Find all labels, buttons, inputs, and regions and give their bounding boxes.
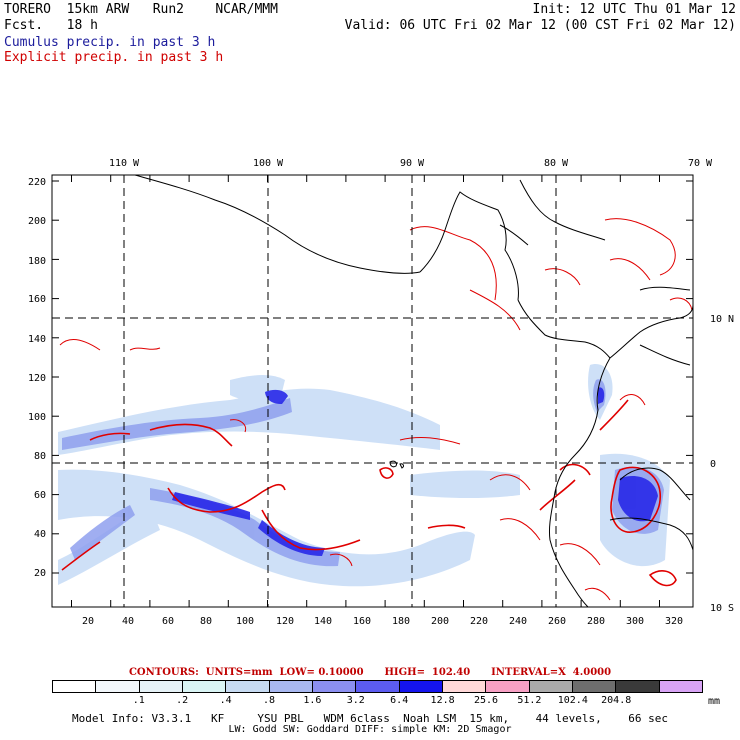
legend-label: 102.4: [557, 695, 588, 706]
legend-swatch: [226, 681, 270, 692]
legend-swatch: [486, 681, 530, 692]
legend-swatch: [53, 681, 97, 692]
cumulus-precip-label: Cumulus precip. in past 3 h: [4, 35, 216, 50]
legend-swatch: [356, 681, 400, 692]
legend-label: 3.2: [346, 695, 365, 706]
legend-label: .4: [219, 695, 232, 706]
lat-label: 0: [710, 459, 716, 470]
lon-label: 90 W: [400, 158, 425, 169]
model-info-line1: Model Info: V3.3.1 KF YSU PBL WDM 6class…: [71, 712, 669, 725]
valid-time: Valid: 06 UTC Fri 02 Mar 12 (00 CST Fri …: [344, 18, 736, 33]
x-tick-label: 180: [392, 616, 410, 627]
x-tick-label: 120: [276, 616, 294, 627]
y-tick-label: 120: [28, 373, 46, 384]
x-tick-label: 80: [200, 616, 212, 627]
x-tick-label: 300: [626, 616, 644, 627]
y-tick-label: 160: [28, 294, 46, 305]
x-tick-label: 320: [665, 616, 683, 627]
color-legend: [52, 680, 703, 693]
model-title: TORERO 15km ARW Run2 NCAR/MMM: [4, 2, 278, 17]
cumulus-precip-heavy: [172, 387, 658, 556]
y-tick-label: 100: [28, 412, 46, 423]
legend-swatch: [139, 681, 183, 692]
lon-label: 100 W: [253, 158, 284, 169]
x-tick-label: 60: [162, 616, 174, 627]
legend-label: .8: [262, 695, 276, 706]
legend-swatch: [399, 681, 443, 692]
x-tick-label: 220: [470, 616, 488, 627]
legend-swatch: [659, 681, 702, 692]
x-tick-label: 260: [548, 616, 566, 627]
y-tick-labels: 220 200 180 160 140 120 100 80 60 40 20: [28, 177, 46, 579]
legend-swatch: [616, 681, 660, 692]
y-tick-label: 140: [28, 334, 46, 345]
top-lon-labels: 110 W 100 W 90 W 80 W 70 W: [109, 158, 713, 169]
right-lat-labels: 10 N 0 10 S: [710, 314, 734, 614]
y-tick-label: 20: [34, 568, 46, 579]
explicit-precip-label: Explicit precip. in past 3 h: [4, 50, 224, 65]
lon-label: 110 W: [109, 158, 140, 169]
legend-label: 51.2: [517, 695, 542, 706]
y-tick-label: 200: [28, 216, 46, 227]
legend-swatch: [312, 681, 357, 692]
x-tick-labels: 20 40 60 80 100 120 140 160 180 200 220 …: [82, 616, 683, 627]
legend-swatch: [572, 681, 617, 692]
lat-label: 10 N: [710, 314, 734, 325]
y-tick-label: 40: [34, 529, 46, 540]
x-tick-label: 40: [122, 616, 134, 627]
graticule: [52, 175, 693, 607]
y-tick-label: 60: [34, 490, 46, 501]
legend-label: 204.8: [601, 695, 632, 706]
legend-swatch: [442, 681, 487, 692]
legend-swatch: [269, 681, 313, 692]
explicit-precip-scatter: [59, 218, 693, 601]
x-tick-label: 240: [509, 616, 527, 627]
x-tick-label: 100: [236, 616, 254, 627]
init-time: Init: 12 UTC Thu 01 Mar 12: [532, 2, 737, 17]
x-tick-label: 160: [353, 616, 371, 627]
y-tick-label: 220: [28, 177, 46, 188]
legend-label: .1: [132, 695, 145, 706]
coastlines: [134, 175, 693, 607]
forecast-hour: Fcst. 18 h: [4, 18, 98, 33]
x-tick-label: 280: [587, 616, 605, 627]
precip-map: 110 W 100 W 90 W 80 W 70 W 10 N 0 10 S 2…: [28, 158, 734, 627]
legend-label: 12.8: [430, 695, 455, 706]
legend-label: 1.6: [303, 695, 322, 706]
legend-swatch: [96, 681, 140, 692]
y-tick-label: 80: [34, 451, 46, 462]
contour-info: CONTOURS: UNITS=mm LOW= 0.10000 HIGH= 10…: [128, 667, 612, 678]
lon-label: 70 W: [688, 158, 713, 169]
legend-swatch: [182, 681, 227, 692]
x-tick-label: 200: [431, 616, 449, 627]
legend-label: 6.4: [390, 695, 409, 706]
legend-label: 25.6: [473, 695, 499, 706]
explicit-precip-contours: [61, 399, 677, 587]
axis-ticks: [52, 175, 693, 607]
legend-swatch: [529, 681, 573, 692]
lon-label: 80 W: [544, 158, 569, 169]
x-tick-label: 20: [82, 616, 94, 627]
x-tick-label: 140: [314, 616, 332, 627]
lat-label: 10 S: [710, 603, 734, 614]
model-info-line2: LW: Godd SW: Goddard DIFF: simple KM: 2D…: [228, 724, 512, 735]
legend-unit: mm: [708, 696, 721, 707]
map-frame: [51, 174, 694, 608]
y-tick-label: 180: [28, 256, 46, 267]
legend-label: .2: [176, 695, 189, 706]
